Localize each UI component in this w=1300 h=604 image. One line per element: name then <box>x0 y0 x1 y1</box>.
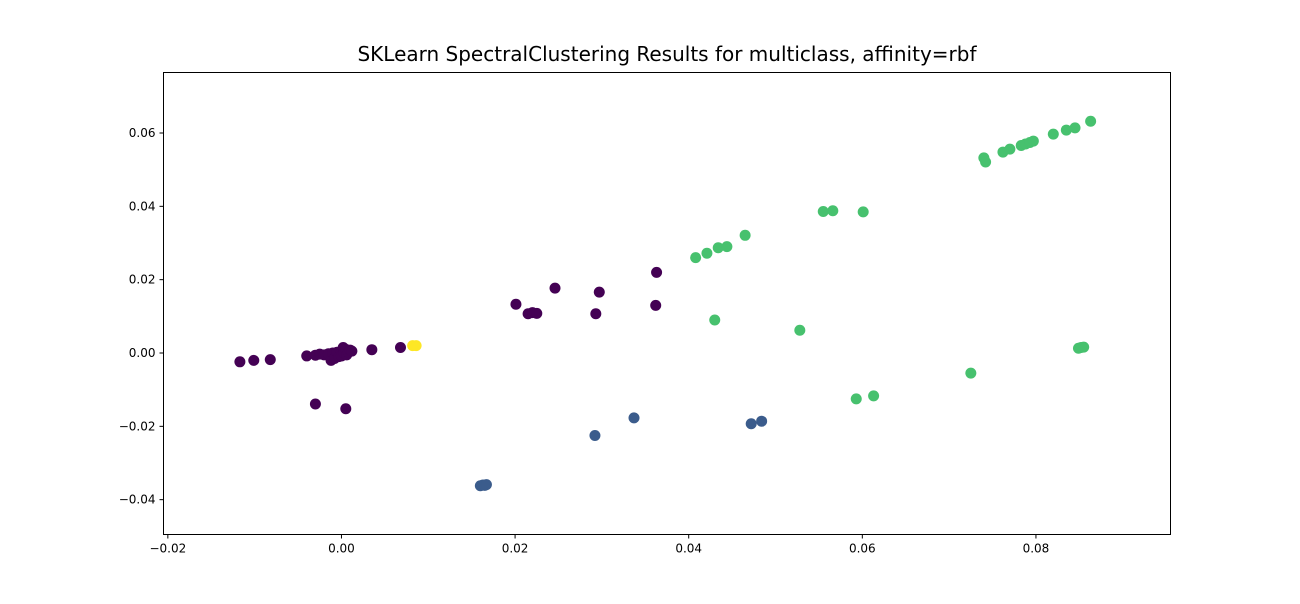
data-point <box>701 247 713 259</box>
data-point <box>1004 143 1016 155</box>
data-point <box>857 206 869 218</box>
x-tick-label: 0.06 <box>849 542 876 556</box>
data-point <box>850 393 862 405</box>
y-tick-label: 0.02 <box>129 273 156 287</box>
x-tick-label: 0.08 <box>1023 542 1050 556</box>
data-point <box>309 398 321 410</box>
data-point <box>868 390 880 402</box>
data-point <box>794 324 806 336</box>
y-tick-label: 0.00 <box>129 346 156 360</box>
data-point <box>651 266 663 278</box>
data-point <box>756 415 768 427</box>
data-point <box>394 342 406 353</box>
data-point <box>234 356 246 368</box>
x-axis: −0.02 0.00 0.02 0.04 0.06 0.08 <box>149 534 1050 556</box>
cluster-0-points <box>234 266 663 415</box>
data-point <box>549 282 561 294</box>
y-tick-label: −0.04 <box>119 493 156 507</box>
y-tick-label: 0.06 <box>129 126 156 140</box>
data-point <box>709 314 721 326</box>
data-points <box>234 115 1097 492</box>
data-point <box>745 418 757 430</box>
data-point <box>739 229 751 241</box>
data-point <box>590 308 602 320</box>
data-point <box>650 299 662 311</box>
data-point <box>690 252 702 264</box>
data-point <box>531 307 543 319</box>
cluster-1-points <box>474 412 768 492</box>
cluster-3-points <box>407 340 422 352</box>
data-point <box>301 350 313 362</box>
data-point <box>817 205 829 217</box>
data-point <box>510 298 522 310</box>
data-point <box>480 479 492 491</box>
data-point <box>980 156 992 168</box>
data-point <box>410 340 422 352</box>
y-tick-label: 0.04 <box>129 199 156 213</box>
data-point <box>264 354 276 366</box>
data-point <box>827 205 839 217</box>
data-point <box>712 242 724 254</box>
data-point <box>1078 341 1090 353</box>
y-axis: −0.04 −0.02 0.00 0.02 0.04 0.06 <box>119 126 164 507</box>
data-point <box>965 367 977 379</box>
data-point <box>366 344 378 356</box>
data-point <box>589 430 601 441</box>
chart-title: SKLearn SpectralClustering Results for m… <box>357 42 977 66</box>
x-tick-label: 0.04 <box>675 542 702 556</box>
data-point <box>593 286 605 298</box>
data-point <box>1047 128 1059 140</box>
data-point <box>1069 122 1081 134</box>
x-tick-label: 0.02 <box>502 542 529 556</box>
data-point <box>346 345 358 357</box>
y-tick-label: −0.02 <box>119 419 156 433</box>
cluster-2-points <box>690 115 1097 405</box>
data-point <box>1060 124 1072 136</box>
data-point <box>1085 115 1097 127</box>
data-point <box>1027 135 1039 147</box>
x-tick-label: 0.00 <box>328 542 355 556</box>
data-point <box>248 354 260 366</box>
x-tick-label: −0.02 <box>149 542 186 556</box>
data-point <box>340 403 352 415</box>
data-point <box>721 241 733 253</box>
data-point <box>628 412 640 424</box>
